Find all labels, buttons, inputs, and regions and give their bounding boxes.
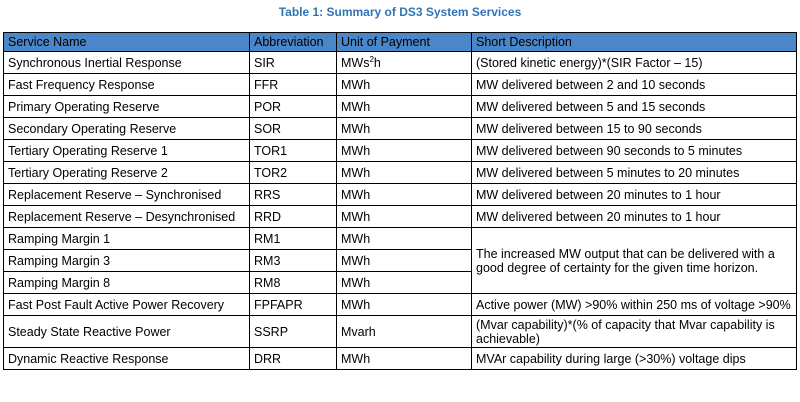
unit-cell: MWh [336, 347, 472, 370]
abbreviation-cell: FPFAPR [249, 293, 337, 316]
unit-base: MWs [341, 56, 370, 71]
header-unit-of-payment: Unit of Payment [336, 32, 472, 52]
abbreviation-cell: RRD [249, 205, 337, 228]
description-cell: MW delivered between 90 seconds to 5 min… [471, 139, 797, 162]
table-row: Tertiary Operating Reserve 1 TOR1 MWh MW… [3, 139, 797, 162]
description-cell: Active power (MW) >90% within 250 ms of … [471, 293, 797, 316]
abbreviation-cell: TOR2 [249, 161, 337, 184]
table-row: Tertiary Operating Reserve 2 TOR2 MWh MW… [3, 161, 797, 184]
ds3-services-table: Service Name Abbreviation Unit of Paymen… [3, 32, 797, 370]
abbreviation-cell: RRS [249, 183, 337, 206]
service-name-cell: Tertiary Operating Reserve 1 [3, 139, 250, 162]
unit-cell: MWs2h [336, 51, 472, 74]
service-name-cell: Synchronous Inertial Response [3, 51, 250, 74]
unit-cell: MWh [336, 73, 472, 96]
unit-cell: MWh [336, 139, 472, 162]
header-short-description: Short Description [471, 32, 797, 52]
service-name-cell: Secondary Operating Reserve [3, 117, 250, 140]
table-row: Primary Operating Reserve POR MWh MW del… [3, 95, 797, 118]
abbreviation-cell: TOR1 [249, 139, 337, 162]
table-row: Fast Frequency Response FFR MWh MW deliv… [3, 73, 797, 96]
description-cell: MW delivered between 2 and 10 seconds [471, 73, 797, 96]
unit-cell: MWh [336, 227, 472, 250]
abbreviation-cell: FFR [249, 73, 337, 96]
unit-superscript: 2 [369, 54, 374, 64]
service-name-cell: Fast Post Fault Active Power Recovery [3, 293, 250, 316]
description-cell: MW delivered between 20 minutes to 1 hou… [471, 183, 797, 206]
service-name-cell: Tertiary Operating Reserve 2 [3, 161, 250, 184]
unit-cell: MWh [336, 293, 472, 316]
abbreviation-cell: RM3 [249, 249, 337, 272]
ramping-margin-description-cell: The increased MW output that can be deli… [471, 227, 797, 294]
description-cell: (Mvar capability)*(% of capacity that Mv… [471, 315, 797, 348]
service-name-cell: Dynamic Reactive Response [3, 347, 250, 370]
description-cell: MW delivered between 5 and 15 seconds [471, 95, 797, 118]
header-service-name: Service Name [3, 32, 250, 52]
description-cell: MW delivered between 15 to 90 seconds [471, 117, 797, 140]
table-row: Fast Post Fault Active Power Recovery FP… [3, 293, 797, 316]
table-row: Ramping Margin 3 RM3 MWh [3, 249, 797, 272]
table-row: Secondary Operating Reserve SOR MWh MW d… [3, 117, 797, 140]
unit-cell: Mvarh [336, 315, 472, 348]
service-name-cell: Ramping Margin 3 [3, 249, 250, 272]
service-name-cell: Ramping Margin 1 [3, 227, 250, 250]
abbreviation-cell: RM1 [249, 227, 337, 250]
abbreviation-cell: SSRP [249, 315, 337, 348]
table-header-row: Service Name Abbreviation Unit of Paymen… [3, 32, 797, 52]
abbreviation-cell: POR [249, 95, 337, 118]
table-row: Replacement Reserve – Desynchronised RRD… [3, 205, 797, 228]
service-name-cell: Ramping Margin 8 [3, 271, 250, 294]
service-name-cell: Replacement Reserve – Synchronised [3, 183, 250, 206]
unit-cell: MWh [336, 183, 472, 206]
unit-cell: MWh [336, 117, 472, 140]
unit-cell: MWh [336, 249, 472, 272]
table-row: Steady State Reactive Power SSRP Mvarh (… [3, 315, 797, 348]
header-abbreviation: Abbreviation [249, 32, 337, 52]
table-row: Synchronous Inertial Response SIR MWs2h … [3, 51, 797, 74]
service-name-cell: Primary Operating Reserve [3, 95, 250, 118]
abbreviation-cell: SOR [249, 117, 337, 140]
unit-cell: MWh [336, 95, 472, 118]
service-name-cell: Steady State Reactive Power [3, 315, 250, 348]
table-row: Ramping Margin 1 RM1 MWh The increased M… [3, 227, 797, 294]
unit-suffix: h [373, 56, 381, 71]
table-caption: Table 1: Summary of DS3 System Services [278, 5, 522, 19]
description-cell: MW delivered between 20 minutes to 1 hou… [471, 205, 797, 228]
unit-cell: MWh [336, 205, 472, 228]
description-cell: MW delivered between 5 minutes to 20 min… [471, 161, 797, 184]
abbreviation-cell: DRR [249, 347, 337, 370]
service-name-cell: Replacement Reserve – Desynchronised [3, 205, 250, 228]
table-row: Replacement Reserve – Synchronised RRS M… [3, 183, 797, 206]
description-cell: (Stored kinetic energy)*(SIR Factor – 15… [471, 51, 797, 74]
unit-cell: MWh [336, 161, 472, 184]
service-name-cell: Fast Frequency Response [3, 73, 250, 96]
unit-cell: MWh [336, 271, 472, 294]
table-row: Dynamic Reactive Response DRR MWh MVAr c… [3, 347, 797, 370]
abbreviation-cell: SIR [249, 51, 337, 74]
description-cell: MVAr capability during large (>30%) volt… [471, 347, 797, 370]
abbreviation-cell: RM8 [249, 271, 337, 294]
